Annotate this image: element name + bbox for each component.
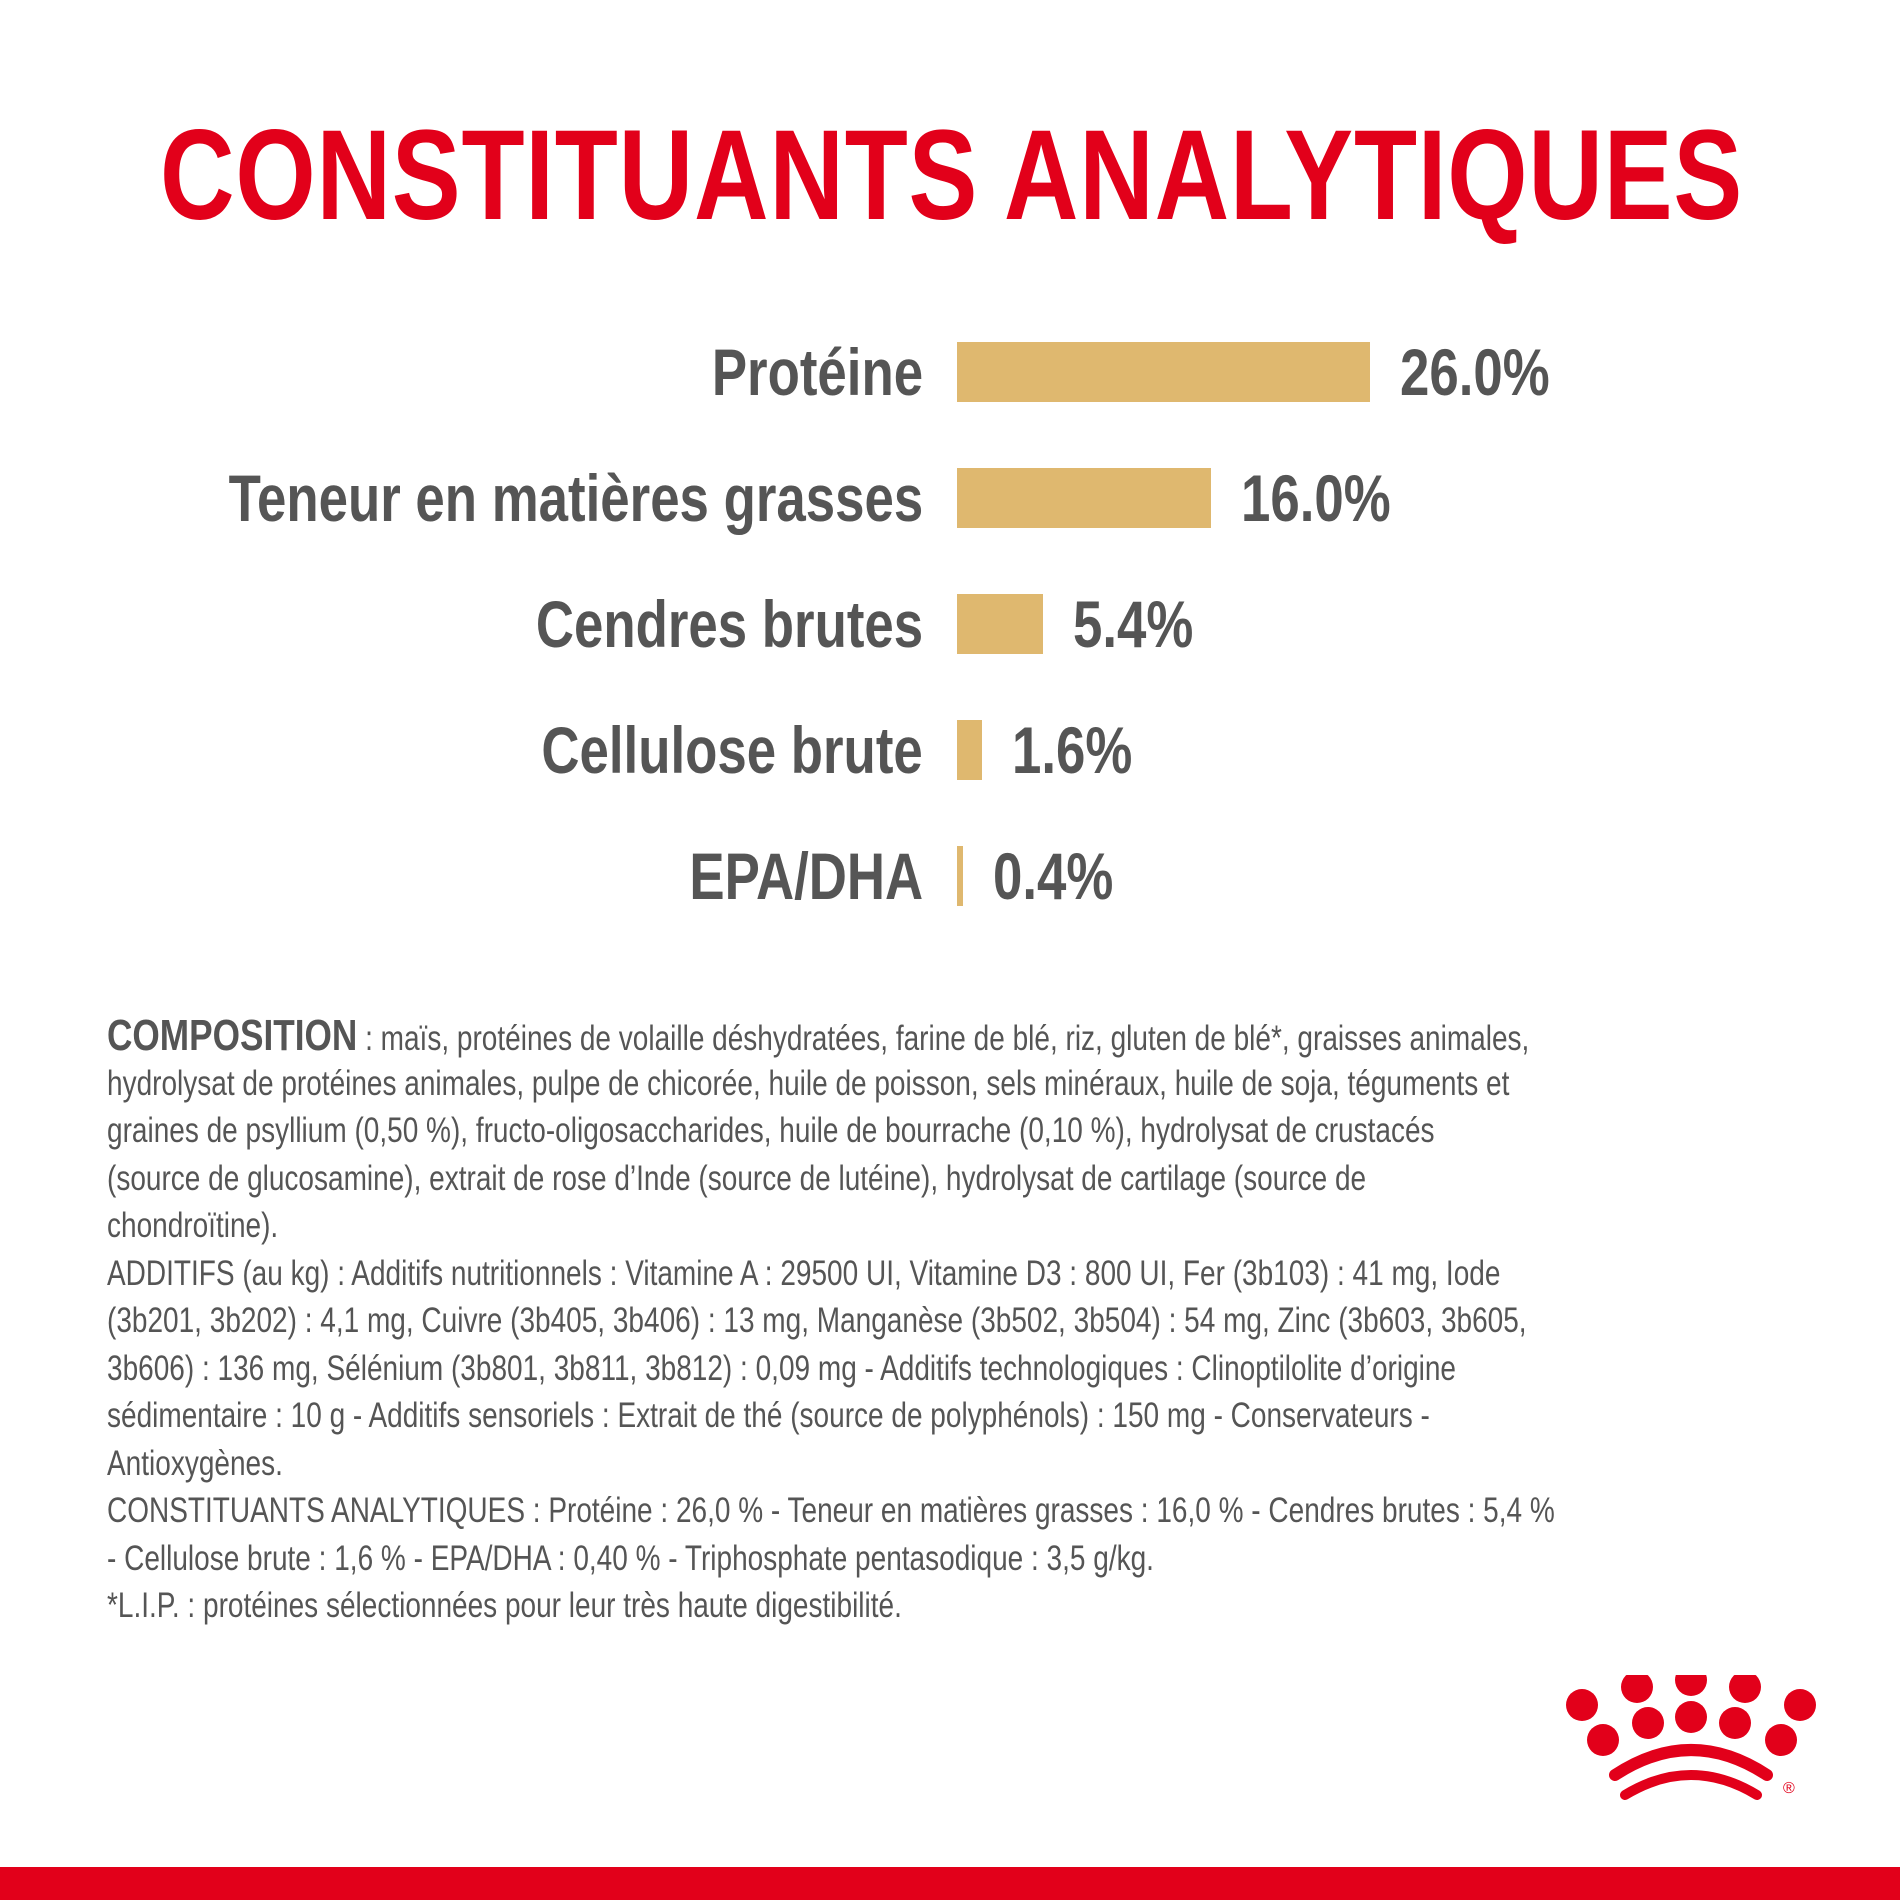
composition-line-text: (source de glucosamine), extrait de rose… [107,1158,1367,1198]
bar-value-label: 26.0% [1400,335,1550,409]
bar-value-label: 5.4% [1072,587,1194,661]
composition-line-text: 3b606) : 136 mg, Sélénium (3b801, 3b811,… [107,1348,1457,1388]
bar [957,468,1212,528]
composition-line: 3b606) : 136 mg, Sélénium (3b801, 3b811,… [107,1345,1555,1393]
composition-line-text: *L.I.P. : protéines sélectionnées pour l… [107,1586,902,1625]
crown-dots [1566,1675,1816,1756]
bar-row: Protéine 26.0% [0,335,1900,409]
composition-line: chondroïtine). [107,1202,1555,1250]
composition-line: - Cellulose brute : 1,6 % - EPA/DHA : 0,… [107,1535,1555,1583]
royal-canin-crown-logo: ® [1566,1675,1816,1800]
composition-line-text: graines de psyllium (0,50 %), fructo-oli… [107,1111,1435,1150]
composition-line: sédimentaire : 10 g - Additifs sensoriel… [107,1392,1555,1440]
composition-line-text: : maïs, protéines de volaille déshydraté… [357,1019,1530,1058]
bar-row: Teneur en matières grasses 16.0% [0,461,1900,535]
composition-line: (3b201, 3b202) : 4,1 mg, Cuivre (3b405, … [107,1297,1555,1345]
composition-line-text: Antioxygènes. [107,1443,283,1483]
composition-line-text: - Cellulose brute : 1,6 % - EPA/DHA : 0,… [107,1538,1154,1578]
composition-line: *L.I.P. : protéines sélectionnées pour l… [107,1582,1555,1630]
composition-line: Antioxygènes. [107,1440,1555,1488]
composition-line: (source de glucosamine), extrait de rose… [107,1155,1555,1203]
crown-arc-bottom [1620,1770,1762,1800]
composition-line-text: sédimentaire : 10 g - Additifs sensoriel… [107,1396,1430,1435]
bar-label: Teneur en matières grasses [228,461,923,535]
composition-line: CONSTITUANTS ANALYTIQUES : Protéine : 26… [107,1487,1555,1535]
bar-label: EPA/DHA [689,839,923,913]
bar-row: EPA/DHA 0.4% [0,839,1900,913]
page-title: CONSTITUANTS ANALYTIQUES [160,104,1744,247]
composition-line-text: chondroïtine). [107,1206,279,1245]
composition-line-text: ADDITIFS (au kg) : Additifs nutritionnel… [107,1253,1501,1293]
bar [957,342,1370,402]
bar-value-label: 1.6% [1012,713,1133,787]
composition-line: COMPOSITION : maïs, protéines de volaill… [107,1012,1555,1060]
bar [957,846,964,906]
composition-line: hydrolysat de protéines animales, pulpe … [107,1060,1555,1108]
bar-label: Protéine [711,335,923,409]
composition-line-text: (3b201, 3b202) : 4,1 mg, Cuivre (3b405, … [107,1301,1527,1340]
bar-label: Cellulose brute [541,713,923,787]
bar-row: Cellulose brute 1.6% [0,713,1900,787]
composition-heading: COMPOSITION [107,1011,358,1060]
composition-line-text: CONSTITUANTS ANALYTIQUES : Protéine : 26… [107,1491,1555,1530]
composition-text: COMPOSITION : maïs, protéines de volaill… [107,1012,1900,1630]
bar-value-label: 16.0% [1241,461,1391,535]
crown-arc-top [1609,1744,1773,1781]
registered-mark: ® [1783,1780,1795,1797]
bar-row: Cendres brutes 5.4% [0,587,1900,661]
bar-value-label: 0.4% [993,839,1114,913]
bar-label: Cendres brutes [535,587,923,661]
composition-line: graines de psyllium (0,50 %), fructo-oli… [107,1107,1555,1155]
composition-line: ADDITIFS (au kg) : Additifs nutritionnel… [107,1250,1555,1298]
bar [957,594,1043,654]
bar [957,720,983,780]
composition-line-text: hydrolysat de protéines animales, pulpe … [107,1063,1510,1103]
bottom-red-band [0,1867,1900,1900]
